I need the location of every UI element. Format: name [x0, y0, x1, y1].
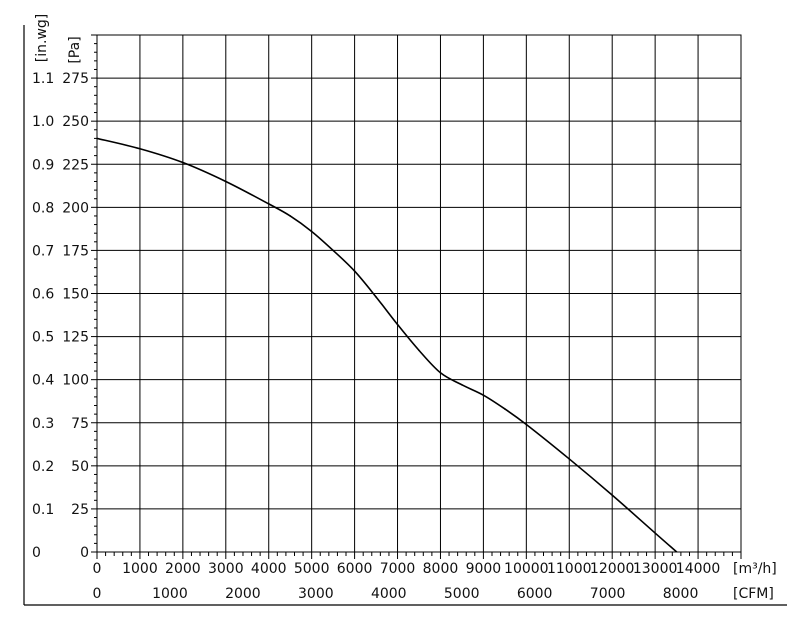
x-secondary-tick-label: 1000	[152, 586, 188, 602]
y-secondary-tick-label: 1.0	[32, 114, 54, 130]
y-primary-tick-label: 200	[62, 200, 89, 216]
x-primary-tick-label: 12000	[590, 561, 635, 577]
label-layer: 0 1000 2000 3000 4000 5000 6000 7000 8000 9000 100…	[32, 14, 777, 602]
y-primary-tick-label: 175	[62, 243, 89, 259]
y-secondary-tick-label: 0.6	[32, 287, 54, 303]
curve-point	[96, 137, 98, 140]
x-secondary-tick-label: 5000	[444, 586, 480, 602]
pressure-curve	[97, 137, 678, 552]
x-primary-tick-label: 14000	[676, 561, 721, 577]
curve-point	[182, 161, 184, 164]
y-primary-tick-label: 100	[62, 373, 89, 389]
curve-point	[267, 203, 270, 205]
y-primary-tick-label: 0	[80, 545, 89, 561]
y-primary-tick-label: 150	[62, 287, 89, 303]
x-secondary-tick-label: 3000	[298, 586, 334, 602]
curve-point	[332, 249, 334, 252]
x-primary-tick-label: 9000	[466, 561, 502, 577]
x-primary-tick-label: 5000	[294, 561, 330, 577]
curve-point	[568, 458, 571, 460]
y-primary-tick-label: 250	[62, 114, 89, 130]
curve-point	[375, 296, 377, 298]
x-primary-tick-label: 2000	[165, 561, 201, 577]
x-secondary-tick-label: 4000	[371, 586, 407, 602]
y-primary-tick-label: 25	[71, 502, 89, 518]
x-secondary-tick-label: 7000	[590, 586, 626, 602]
y-secondary-tick-label: 0.7	[32, 243, 54, 259]
x-primary-tick-label: 10000	[504, 561, 549, 577]
curve-point	[611, 494, 613, 496]
y-primary-unit-label: [Pa]	[67, 36, 83, 63]
x-primary-tick-label: 1000	[122, 561, 158, 577]
curve-point	[353, 270, 356, 272]
x-primary-tick-label: 3000	[208, 561, 244, 577]
y-secondary-unit-label: [in.wg]	[34, 14, 50, 62]
curve-point	[289, 215, 292, 217]
y-secondary-tick-label: 0.9	[32, 157, 54, 173]
curve-point	[139, 147, 141, 150]
x-primary-unit-label: [m³/h]	[733, 561, 777, 577]
x-secondary-unit-label: [CFM]	[733, 586, 774, 602]
x-primary-tick-label: 0	[93, 561, 102, 577]
y-primary-tick-label: 75	[71, 416, 89, 432]
y-secondary-tick-label: 1.1	[32, 71, 54, 87]
curve-point	[418, 349, 420, 352]
curve-point	[482, 394, 485, 396]
x-secondary-tick-label: 0	[93, 586, 102, 602]
x-primary-tick-label: 11000	[547, 561, 592, 577]
y-secondary-tick-label: 0	[32, 545, 41, 561]
y-secondary-tick-label: 0.4	[32, 373, 54, 389]
x-secondary-tick-label: 6000	[517, 586, 553, 602]
curve-point	[310, 230, 313, 233]
x-secondary-tick-label: 8000	[663, 586, 699, 602]
y-secondary-tick-label: 0.3	[32, 416, 54, 432]
curve-point	[439, 371, 442, 374]
x-primary-tick-label: 13000	[633, 561, 678, 577]
axis-layer	[23, 25, 787, 606]
y-primary-tick-label: 275	[62, 71, 89, 87]
x-primary-tick-label: 6000	[337, 561, 373, 577]
tick-layer	[91, 34, 742, 559]
y-secondary-tick-label: 0.2	[32, 459, 54, 475]
grid-layer	[96, 34, 742, 553]
y-primary-tick-label: 125	[62, 330, 89, 346]
plot-frame	[96, 34, 742, 553]
curve-point	[461, 384, 463, 386]
x-primary-tick-label: 7000	[380, 561, 416, 577]
y-secondary-tick-label: 0.5	[32, 330, 54, 346]
curve-point	[504, 408, 506, 410]
y-primary-tick-label: 50	[71, 459, 89, 475]
curve-layer	[96, 137, 678, 552]
y-secondary-tick-label: 0.1	[32, 502, 54, 518]
x-secondary-tick-label: 2000	[225, 586, 261, 602]
curve-point	[525, 423, 528, 426]
y-primary-tick-label: 225	[62, 157, 89, 173]
curve-point	[225, 180, 227, 183]
curve-point	[396, 323, 399, 326]
x-primary-tick-label: 4000	[251, 561, 287, 577]
curve-point	[654, 532, 656, 534]
x-primary-tick-label: 8000	[423, 561, 459, 577]
y-secondary-tick-label: 0.8	[32, 200, 54, 216]
